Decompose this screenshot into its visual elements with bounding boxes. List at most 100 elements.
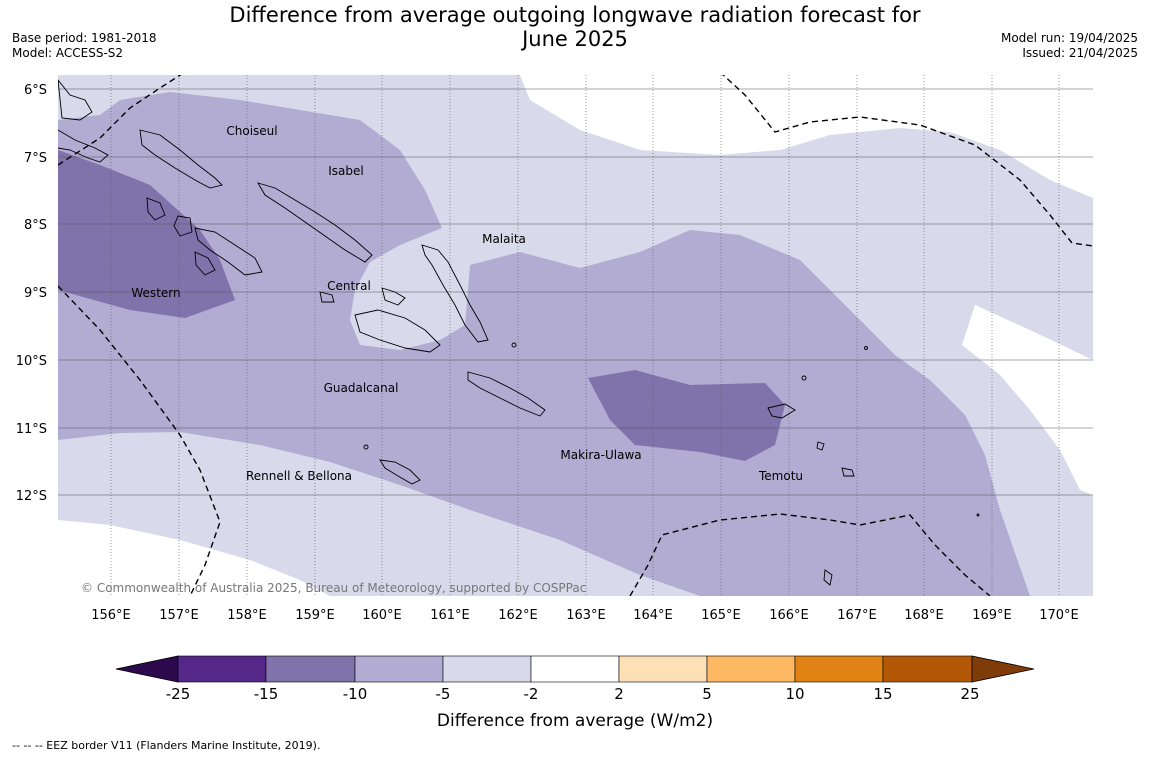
lat-tick-label: 9°S: [24, 286, 47, 301]
region-label-guadalcanal: Guadalcanal: [324, 381, 399, 395]
island-russell: [319, 291, 335, 303]
colorbar-tick-label: -10: [343, 685, 368, 703]
eez-footnote: -- -- -- EEZ border V11 (Flanders Marine…: [12, 739, 321, 752]
lon-tick-label: 163°E: [566, 608, 606, 623]
lon-tick-label: 168°E: [904, 608, 944, 623]
island-new-georgia: [194, 227, 263, 276]
colorbar-bin: [354, 655, 444, 683]
lon-tick-label: 169°E: [972, 608, 1012, 623]
lon-tick-label: 159°E: [295, 608, 335, 623]
lon-tick-label: 164°E: [633, 608, 673, 623]
island-guadalcanal: [354, 309, 441, 353]
region-label-rennell-bellona: Rennell & Bellona: [246, 469, 352, 483]
colorbar: [115, 655, 1035, 683]
eez-border-northeast: [722, 75, 1093, 247]
eez-borders: [58, 75, 1093, 596]
colorbar-bin: [442, 655, 532, 683]
island-santa-cruz: [767, 403, 796, 419]
island-florida: [381, 287, 406, 306]
lon-tick-label: 166°E: [769, 608, 809, 623]
island-rendova: [194, 251, 216, 276]
model-info: Base period: 1981-2018 Model: ACCESS-S2: [12, 31, 157, 61]
lon-tick-label: 170°E: [1039, 608, 1079, 623]
lon-tick-label: 160°E: [362, 608, 402, 623]
base-period: Base period: 1981-2018: [12, 31, 157, 45]
field-strong-west: [58, 150, 235, 318]
island-rennell: [379, 459, 421, 485]
colorbar-ticks: -25 -15 -10 -5 -2 2 5 10 15 25: [166, 685, 980, 703]
colorbar-tick-label: -15: [254, 685, 279, 703]
region-label-isabel: Isabel: [328, 164, 363, 178]
region-label-central: Central: [327, 279, 371, 293]
latitude-axis: 6°S 7°S 8°S 9°S 10°S 11°S 12°S: [16, 83, 47, 504]
island-kolombangara: [173, 215, 193, 237]
lon-tick-label: 162°E: [498, 608, 538, 623]
island-isabel: [257, 182, 373, 263]
island-shortland: [58, 129, 109, 163]
island-coastlines: [58, 79, 980, 586]
island-duff: [801, 375, 807, 381]
longitude-axis: 156°E 157°E 158°E 159°E 160°E 161°E 162°…: [91, 608, 1079, 623]
lat-tick-label: 11°S: [16, 422, 47, 437]
map-area: [58, 75, 1093, 596]
colorbar-tick-label: 15: [873, 685, 892, 703]
field-strong-east: [588, 370, 785, 461]
lon-tick-label: 156°E: [91, 608, 131, 623]
island-vanikoro: [841, 467, 855, 477]
chart-title: Difference from average outgoing longwav…: [0, 3, 1150, 51]
colorbar-bin: [706, 655, 796, 683]
lat-tick-label: 8°S: [24, 218, 47, 233]
island-southeast: [823, 569, 833, 586]
region-label-temotu: Temotu: [758, 469, 803, 483]
eez-border-northwest: [58, 75, 182, 166]
region-label-choiseul: Choiseul: [226, 124, 277, 138]
title-line-2: June 2025: [522, 27, 628, 51]
island-bellona: [363, 444, 369, 450]
island-malaita: [421, 244, 489, 343]
latitude-gridlines: [58, 88, 1093, 496]
lon-tick-label: 158°E: [227, 608, 267, 623]
region-labels: Choiseul Isabel Malaita Central Western …: [131, 124, 803, 483]
region-label-makira-ulawa: Makira-Ulawa: [560, 448, 641, 462]
lon-tick-label: 165°E: [701, 608, 741, 623]
lat-tick-label: 10°S: [16, 354, 47, 369]
lat-tick-label: 12°S: [16, 489, 47, 504]
colorbar-title: Difference from average (W/m2): [437, 711, 713, 731]
field-neutral-east: [962, 305, 1093, 495]
lon-tick-label: 161°E: [430, 608, 470, 623]
title-line-1: Difference from average outgoing longwav…: [229, 3, 921, 27]
island-bougainville-tip: [58, 79, 93, 121]
lat-tick-label: 6°S: [24, 83, 47, 98]
field-neutral-north: [58, 75, 1093, 198]
colorbar-bin: [177, 655, 267, 683]
field-medium: [58, 92, 1030, 596]
model-run-date: Model run: 19/04/2025: [1000, 31, 1138, 45]
colorbar-bin: [265, 655, 356, 683]
colorbar-tick-label: -25: [166, 685, 191, 703]
colorbar-bin: [882, 655, 973, 683]
colorbar-bin: [794, 655, 884, 683]
eez-border-southwest: [58, 285, 221, 596]
colorbar-tick-label: 5: [702, 685, 712, 703]
colorbar-extend-max: [971, 655, 1035, 683]
lon-tick-label: 157°E: [159, 608, 199, 623]
colorbar-tick-label: -2: [524, 685, 539, 703]
field-neutral-southwest: [58, 520, 330, 596]
lat-tick-label: 7°S: [24, 151, 47, 166]
colorbar-extend-min: [115, 655, 179, 683]
colorbar-tick-label: -5: [436, 685, 451, 703]
island-utupua: [816, 441, 825, 451]
island-vella-lavella: [146, 197, 166, 221]
eez-border-southeast: [629, 513, 991, 596]
region-label-malaita: Malaita: [482, 232, 526, 246]
island-choiseul: [139, 129, 223, 189]
colorbar-tick-label: 2: [614, 685, 624, 703]
colorbar-tick-label: 25: [960, 685, 979, 703]
island-tikopia-north: [864, 346, 868, 350]
colorbar-bin: [530, 655, 620, 683]
island-far-southeast: [976, 513, 980, 517]
region-label-western: Western: [131, 286, 180, 300]
island-makira: [467, 371, 546, 417]
run-info: Model run: 19/04/2025 Issued: 21/04/2025: [1001, 31, 1138, 61]
colorbar-tick-label: 10: [785, 685, 804, 703]
